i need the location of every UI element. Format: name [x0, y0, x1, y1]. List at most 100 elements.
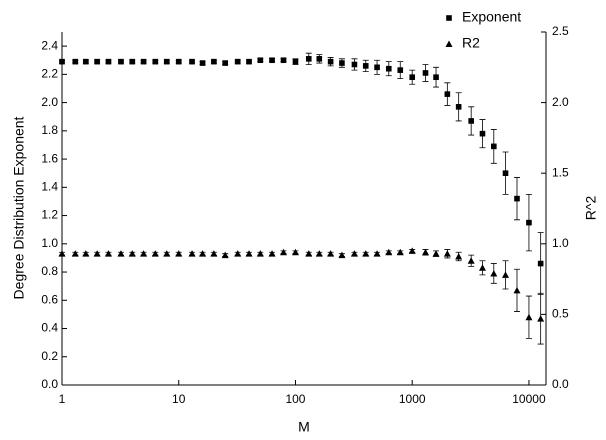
x-tick-label: 1000 — [399, 392, 426, 406]
point — [163, 58, 170, 65]
point — [292, 58, 299, 65]
point — [221, 251, 229, 259]
point — [104, 250, 112, 257]
point — [409, 74, 416, 80]
x-axis-title: M — [298, 419, 310, 435]
y-tick-label: 1.0 — [41, 236, 58, 250]
point — [117, 250, 125, 257]
legend-label: Exponent — [462, 9, 521, 25]
point — [351, 61, 358, 68]
y2-tick-label: 1.0 — [552, 236, 569, 250]
point — [82, 250, 90, 257]
legend-marker — [446, 15, 452, 21]
point — [339, 60, 345, 66]
point — [140, 58, 147, 65]
point — [280, 248, 288, 256]
point — [432, 250, 440, 257]
point — [210, 250, 218, 257]
legend-label: R2 — [462, 35, 480, 51]
point — [502, 170, 509, 176]
point — [94, 58, 100, 65]
y-tick-label: 1.2 — [41, 208, 58, 222]
point — [118, 58, 124, 65]
point — [443, 250, 451, 257]
point — [83, 58, 89, 65]
point — [175, 250, 183, 257]
point — [338, 251, 346, 259]
y-tick-label: 1.4 — [41, 179, 58, 193]
point — [502, 271, 510, 278]
point — [199, 60, 206, 66]
y2-tick-label: 2.0 — [552, 95, 569, 109]
point — [444, 91, 451, 97]
point — [350, 250, 358, 257]
point — [222, 60, 228, 66]
x-tick-label: 100 — [285, 392, 305, 406]
point — [189, 58, 195, 65]
point — [234, 58, 241, 65]
point — [397, 67, 404, 73]
point — [408, 247, 416, 254]
point — [362, 63, 369, 69]
y-tick-label: 0.4 — [41, 321, 58, 335]
point — [269, 57, 275, 64]
point — [513, 286, 521, 294]
point — [234, 250, 242, 257]
point — [268, 250, 276, 257]
y-tick-label: 2.4 — [41, 38, 58, 52]
point — [246, 58, 252, 65]
point — [514, 195, 520, 202]
point — [374, 64, 380, 71]
point — [129, 58, 136, 65]
point — [525, 313, 533, 321]
point — [140, 250, 148, 257]
point — [526, 219, 532, 226]
point — [385, 65, 392, 72]
point — [152, 58, 159, 65]
point — [455, 253, 463, 260]
y2-tick-label: 2.5 — [552, 24, 569, 38]
point — [491, 143, 497, 150]
point — [422, 70, 429, 76]
point — [58, 250, 66, 257]
point — [327, 250, 335, 257]
legend-marker — [445, 40, 453, 47]
point — [163, 250, 171, 257]
y2-tick-label: 0.5 — [552, 307, 569, 321]
point — [211, 58, 217, 65]
point — [305, 250, 313, 257]
point — [396, 248, 404, 256]
point — [257, 57, 264, 64]
point — [537, 315, 545, 322]
y-tick-label: 2.2 — [41, 67, 58, 81]
point — [455, 104, 462, 110]
point — [188, 250, 196, 257]
y-tick-label: 0.6 — [41, 292, 58, 306]
point — [468, 118, 474, 124]
y2-tick-label: 1.5 — [552, 165, 569, 179]
point — [315, 250, 323, 257]
point — [362, 250, 370, 257]
point — [59, 58, 65, 65]
x-tick-label: 10 — [172, 392, 186, 406]
point — [422, 248, 430, 256]
point — [385, 248, 393, 256]
point — [256, 250, 264, 257]
point — [373, 250, 381, 257]
y-tick-label: 1.8 — [41, 123, 58, 137]
point — [245, 250, 253, 257]
y2-axis-title: R^2 — [583, 196, 599, 221]
x-tick-label: 10000 — [512, 392, 546, 406]
y2-tick-label: 0.0 — [552, 377, 569, 391]
y-tick-label: 0.0 — [41, 377, 58, 391]
point — [479, 130, 486, 137]
y-tick-label: 1.6 — [41, 151, 58, 165]
point — [280, 57, 287, 64]
point — [128, 250, 136, 257]
point — [199, 250, 207, 257]
point — [93, 250, 101, 257]
point — [151, 250, 159, 257]
point — [71, 250, 79, 257]
point — [490, 269, 498, 277]
